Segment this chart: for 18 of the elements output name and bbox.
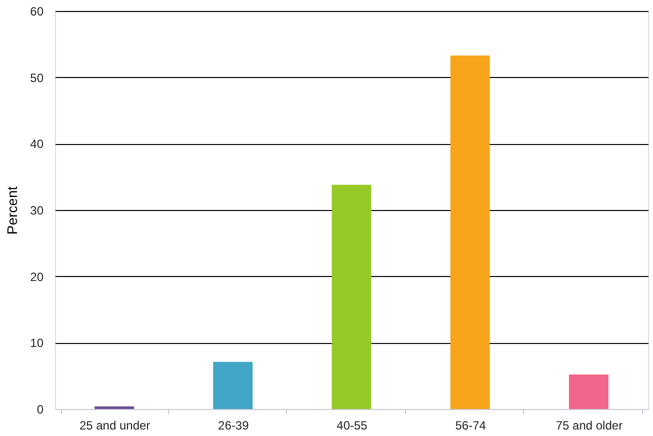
bar xyxy=(213,362,253,409)
x-tick-label: 56-74 xyxy=(455,418,486,432)
x-tick-label: 25 and under xyxy=(79,418,150,432)
y-tick-label: 20 xyxy=(30,270,44,284)
x-tick-label: 40-55 xyxy=(336,418,368,432)
bar xyxy=(450,55,490,409)
y-tick-label: 50 xyxy=(30,70,44,85)
y-tick-label: 60 xyxy=(30,4,44,18)
y-tick-label: 0 xyxy=(36,402,44,416)
bar xyxy=(332,184,372,409)
x-tick-label: 75 and older xyxy=(556,418,623,432)
y-tick-label: 30 xyxy=(30,204,44,218)
bar xyxy=(94,406,134,409)
y-tick-label: 10 xyxy=(30,336,44,350)
bar xyxy=(568,374,608,409)
y-tick-label: 40 xyxy=(30,137,44,152)
y-axis-title: Percent xyxy=(4,186,20,235)
x-tick-label: 26-39 xyxy=(218,418,250,432)
